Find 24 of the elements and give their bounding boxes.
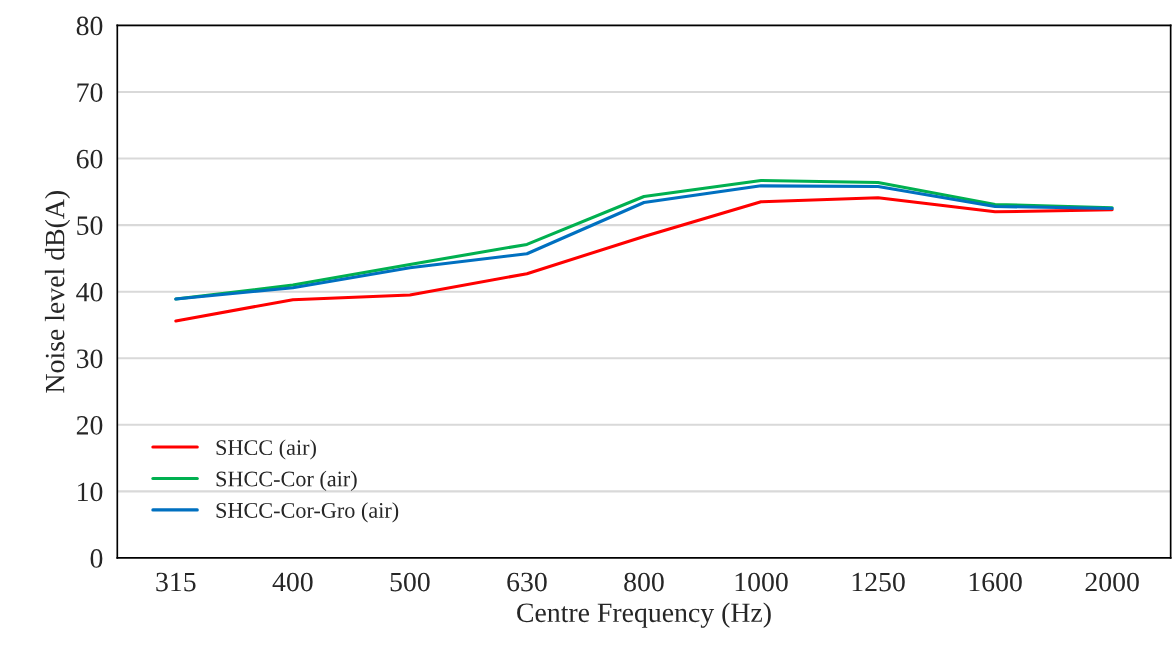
x-tick-label: 630 xyxy=(507,572,547,592)
x-tick-label: 500 xyxy=(390,572,430,592)
y-axis-title: Noise level dB(A) xyxy=(44,191,71,393)
y-tick-label: 70 xyxy=(77,83,103,102)
x-axis-title: Centre Frequency (Hz) xyxy=(517,602,771,628)
legend-label: SHCC (air) xyxy=(216,439,316,460)
y-tick-label: 60 xyxy=(76,149,103,169)
legend-label: SHCC-Cor-Gro (air) xyxy=(216,502,399,523)
x-tick-label: 1250 xyxy=(852,572,905,592)
x-tick-label: 800 xyxy=(624,572,664,592)
y-tick-label: 40 xyxy=(76,282,103,302)
y-tick-label: 30 xyxy=(76,349,103,369)
x-tick-label: 1000 xyxy=(735,572,788,592)
x-tick-label: 315 xyxy=(156,572,196,592)
x-tick-label: 1600 xyxy=(969,572,1022,592)
y-tick-label: 50 xyxy=(77,216,103,236)
legend-label: SHCC-Cor (air) xyxy=(216,470,357,491)
x-tick-label: 2000 xyxy=(1085,572,1139,592)
line-series xyxy=(174,196,1114,323)
y-tick-label: 0 xyxy=(90,549,103,568)
y-tick-label: 10 xyxy=(78,482,103,502)
y-tick-label: 20 xyxy=(76,415,103,435)
x-tick-label: 400 xyxy=(272,572,313,592)
y-tick-label: 80 xyxy=(76,16,103,36)
